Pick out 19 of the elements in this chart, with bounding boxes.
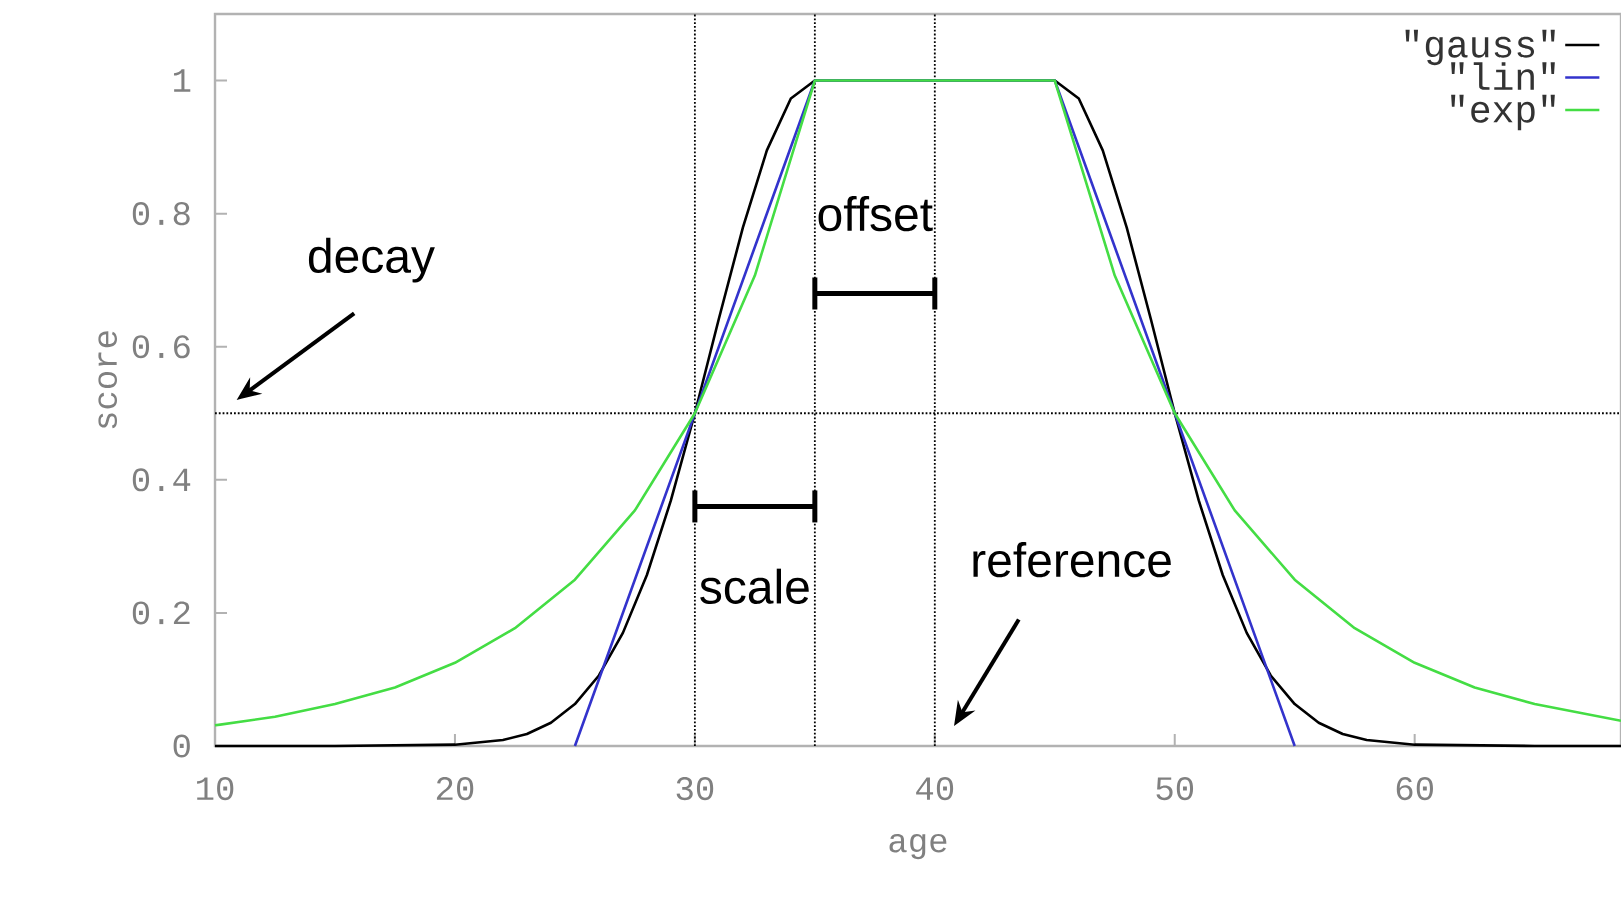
y-tick-label: 0.6	[132, 335, 190, 359]
x-tick-label: 20	[436, 777, 474, 801]
y-tick-label: 1	[173, 69, 191, 92]
annotation: scale	[700, 568, 809, 604]
annotation: reference	[973, 542, 1171, 578]
y-tick-label: 0.2	[132, 601, 190, 625]
x-axis-title: age	[889, 833, 947, 860]
y-tick-label: 0	[173, 734, 190, 758]
y-tick-label: 0.4	[132, 468, 191, 492]
x-tick-label: 30	[676, 777, 714, 801]
x-tick-label: 60	[1396, 777, 1433, 801]
legend-label: "exp"	[1451, 94, 1555, 131]
x-tick-label: 10	[197, 777, 234, 801]
y-tick-label: 0.8	[132, 202, 190, 226]
y-axis-title: score	[98, 331, 118, 429]
annotation: decay	[308, 237, 435, 283]
x-tick-label: 40	[916, 777, 954, 801]
annotation: offset	[818, 196, 933, 232]
x-tick-label: 50	[1156, 777, 1194, 801]
